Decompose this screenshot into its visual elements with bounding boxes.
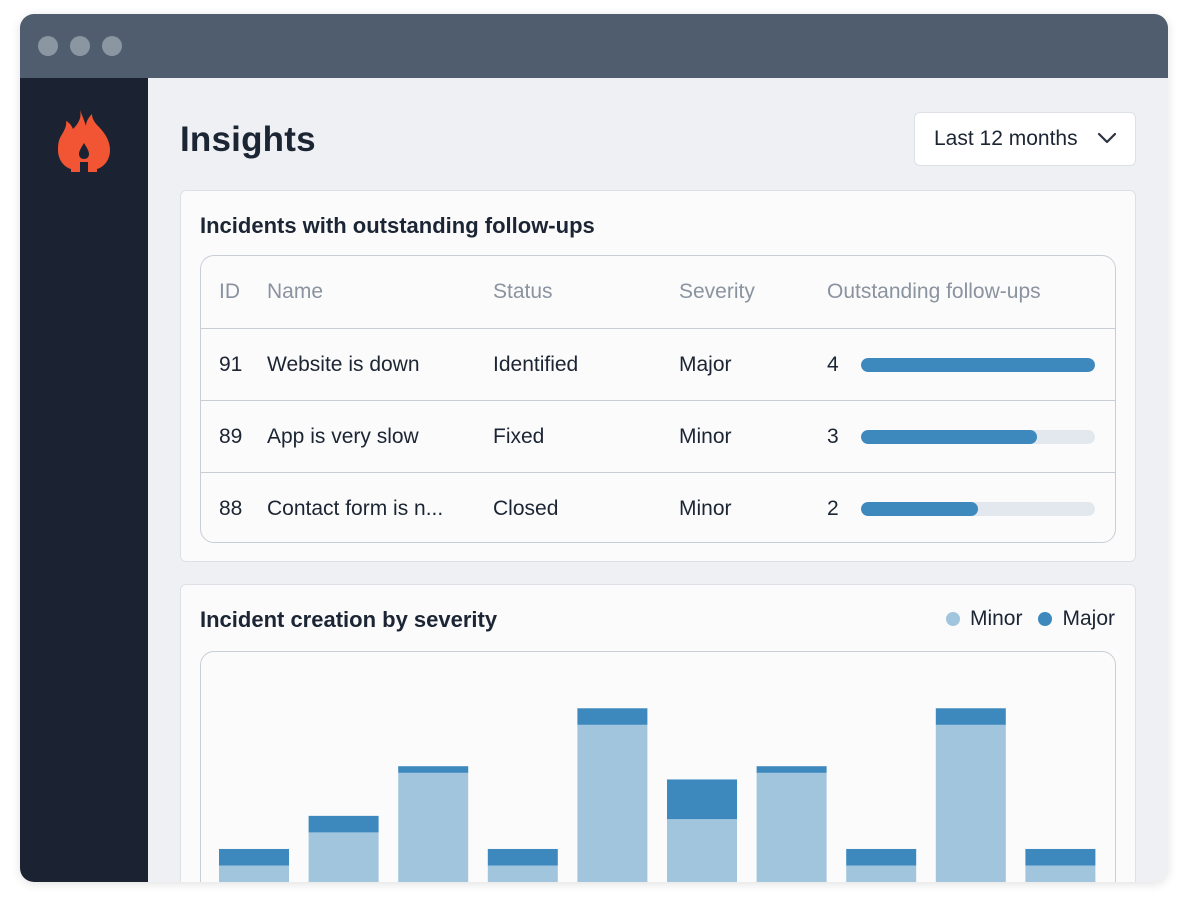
bar-major-7[interactable] bbox=[756, 766, 827, 773]
incident-status: Fixed bbox=[493, 425, 545, 448]
bar-major-10[interactable] bbox=[1025, 848, 1096, 866]
flame-icon[interactable] bbox=[58, 110, 110, 172]
incident-name[interactable]: Website is down bbox=[267, 353, 420, 376]
table-row[interactable]: 91 Website is down Identified Major 4 bbox=[201, 328, 1115, 400]
date-range-select[interactable]: Last 12 months bbox=[914, 112, 1136, 166]
bar-major-8[interactable] bbox=[846, 848, 917, 866]
bar-minor-1[interactable] bbox=[219, 865, 289, 882]
window-titlebar bbox=[20, 14, 1168, 78]
incident-status: Identified bbox=[493, 353, 579, 376]
bar-major-2[interactable] bbox=[308, 815, 379, 833]
incident-status: Closed bbox=[493, 497, 559, 520]
sidebar bbox=[20, 78, 148, 882]
bar-major-4[interactable] bbox=[487, 848, 558, 866]
column-header-status[interactable]: Status bbox=[493, 280, 553, 303]
incident-id: 89 bbox=[219, 425, 243, 448]
window-close-dot[interactable] bbox=[38, 36, 58, 56]
bar-major-6[interactable] bbox=[667, 779, 737, 820]
incident-severity: Minor bbox=[679, 425, 732, 448]
bar-minor-10[interactable] bbox=[1025, 865, 1096, 882]
bar-minor-8[interactable] bbox=[846, 865, 917, 882]
window-maximize-dot[interactable] bbox=[102, 36, 122, 56]
table-row[interactable]: 89 App is very slow Fixed Minor 3 bbox=[201, 400, 1115, 472]
column-header-name[interactable]: Name bbox=[267, 280, 324, 303]
incident-name[interactable]: App is very slow bbox=[267, 425, 419, 448]
bar-major-3[interactable] bbox=[398, 766, 469, 773]
column-header-outstanding-followups[interactable]: Outstanding follow-ups bbox=[827, 280, 1041, 303]
incident-name[interactable]: Contact form is n... bbox=[267, 497, 444, 520]
followup-progress-fill bbox=[861, 430, 1037, 444]
followup-count: 4 bbox=[827, 353, 839, 376]
followup-progress-fill bbox=[861, 358, 1095, 372]
bar-major-5[interactable] bbox=[577, 708, 648, 725]
legend-item-major[interactable]: Major bbox=[1038, 607, 1115, 631]
page-title: Insights bbox=[180, 120, 316, 159]
bar-minor-9[interactable] bbox=[935, 724, 1006, 882]
severity-chart-title: Incident creation by severity bbox=[200, 607, 498, 632]
legend-label-minor: Minor bbox=[969, 607, 1023, 630]
legend-swatch-major bbox=[1038, 612, 1053, 626]
followups-card-title: Incidents with outstanding follow-ups bbox=[200, 213, 595, 238]
followup-progress-fill bbox=[861, 502, 978, 516]
legend-label-major: Major bbox=[1062, 607, 1115, 630]
bar-major-1[interactable] bbox=[219, 848, 289, 866]
app-window: Insights Last 12 months Incidents with o… bbox=[20, 14, 1168, 882]
main-content: Insights Last 12 months Incidents with o… bbox=[148, 78, 1168, 882]
incident-id: 91 bbox=[219, 353, 243, 376]
table-row[interactable]: 88 Contact form is n... Closed Minor 2 bbox=[201, 472, 1115, 542]
incident-severity: Major bbox=[679, 353, 732, 376]
bar-minor-5[interactable] bbox=[577, 724, 648, 882]
table-header-row: ID Name Status Severity Outstanding foll… bbox=[201, 256, 1115, 328]
severity-bar-chart bbox=[219, 708, 1096, 882]
column-header-severity[interactable]: Severity bbox=[679, 280, 755, 303]
legend-item-minor[interactable]: Minor bbox=[945, 607, 1023, 631]
bar-minor-4[interactable] bbox=[487, 865, 558, 882]
legend-swatch-minor bbox=[945, 612, 960, 626]
bar-minor-6[interactable] bbox=[667, 819, 737, 882]
chart-legend: Minor Major bbox=[930, 607, 1115, 631]
bar-minor-2[interactable] bbox=[308, 832, 379, 882]
column-header-id[interactable]: ID bbox=[219, 280, 240, 303]
followups-card: Incidents with outstanding follow-ups ID… bbox=[180, 190, 1136, 562]
severity-chart-card: Incident creation by severity Minor Majo… bbox=[180, 584, 1136, 882]
chevron-down-icon bbox=[1097, 132, 1117, 144]
incident-id: 88 bbox=[219, 497, 243, 520]
followup-count: 2 bbox=[827, 497, 839, 520]
bar-major-9[interactable] bbox=[935, 708, 1006, 725]
followup-progress-bar bbox=[861, 358, 1095, 372]
followup-progress-bar bbox=[861, 430, 1095, 444]
bar-minor-3[interactable] bbox=[398, 772, 469, 882]
severity-chart-area bbox=[200, 651, 1116, 882]
incident-severity: Minor bbox=[679, 497, 732, 520]
followups-table: ID Name Status Severity Outstanding foll… bbox=[200, 255, 1116, 543]
followup-progress-bar bbox=[861, 502, 1095, 516]
bar-minor-7[interactable] bbox=[756, 772, 827, 882]
followup-count: 3 bbox=[827, 425, 839, 448]
date-range-value: Last 12 months bbox=[934, 127, 1078, 150]
window-minimize-dot[interactable] bbox=[70, 36, 90, 56]
